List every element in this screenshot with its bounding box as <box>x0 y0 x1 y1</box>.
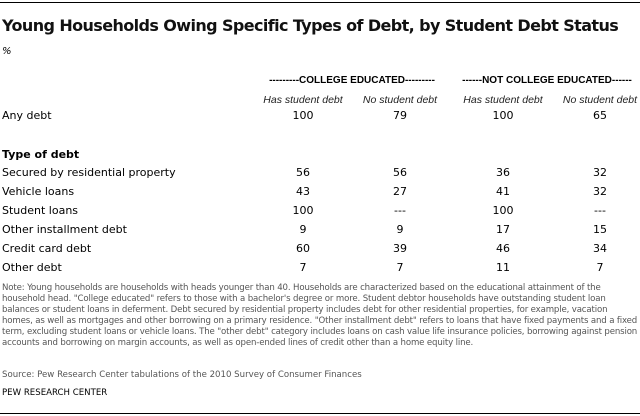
cell-value: 100 <box>492 204 514 217</box>
cell-value: 36 <box>496 166 510 179</box>
cell-value: 100 <box>292 204 314 217</box>
cell-value: 9 <box>299 223 307 236</box>
cell-value: 32 <box>593 185 607 198</box>
row-label: Other debt <box>2 261 62 274</box>
source: Source: Pew Research Center tabulations … <box>2 370 362 380</box>
cell-value: 17 <box>496 223 510 236</box>
cell-value: 56 <box>393 166 407 179</box>
column-header: No student debt <box>562 94 638 106</box>
column-header: Has student debt <box>263 94 343 106</box>
cell-value: 43 <box>296 185 310 198</box>
note: Note: Young households are households wi… <box>2 283 638 348</box>
section-label: Type of debt <box>2 148 80 161</box>
cell-value: 34 <box>593 242 607 255</box>
cell-value: 60 <box>296 242 310 255</box>
org-credit: PEW RESEARCH CENTER <box>2 388 108 398</box>
row-label: Any debt <box>2 109 52 122</box>
column-header: Has student debt <box>463 94 543 106</box>
bottom-rule <box>0 413 640 414</box>
cell-value: 79 <box>393 109 407 122</box>
row-label: Other installment debt <box>2 223 127 236</box>
cell-value: 7 <box>396 261 404 274</box>
cell-value: 15 <box>593 223 607 236</box>
cell-value: 11 <box>496 261 510 274</box>
cell-value: 7 <box>299 261 307 274</box>
row-label: Vehicle loans <box>2 185 75 198</box>
cell-value: --- <box>394 204 406 217</box>
cell-value: 9 <box>396 223 404 236</box>
column-header: No student debt <box>362 94 438 106</box>
cell-value: 39 <box>393 242 407 255</box>
cell-value: 100 <box>492 109 514 122</box>
unit-label: % <box>2 46 12 57</box>
row-label: Secured by residential property <box>2 166 176 179</box>
cell-value: --- <box>594 204 606 217</box>
cell-value: 46 <box>496 242 510 255</box>
top-rule <box>0 2 640 3</box>
cell-value: 100 <box>292 109 314 122</box>
group-header-not-college: ------NOT COLLEGE EDUCATED------ <box>462 75 632 86</box>
cell-value: 41 <box>496 185 510 198</box>
cell-value: 65 <box>593 109 607 122</box>
cell-value: 56 <box>296 166 310 179</box>
cell-value: 32 <box>593 166 607 179</box>
row-label: Credit card debt <box>2 242 92 255</box>
cell-value: 7 <box>596 261 604 274</box>
cell-value: 27 <box>393 185 407 198</box>
row-label: Student loans <box>2 204 79 217</box>
group-header-college: ---------COLLEGE EDUCATED--------- <box>269 75 435 86</box>
chart-title: Young Households Owing Specific Types of… <box>2 16 619 35</box>
